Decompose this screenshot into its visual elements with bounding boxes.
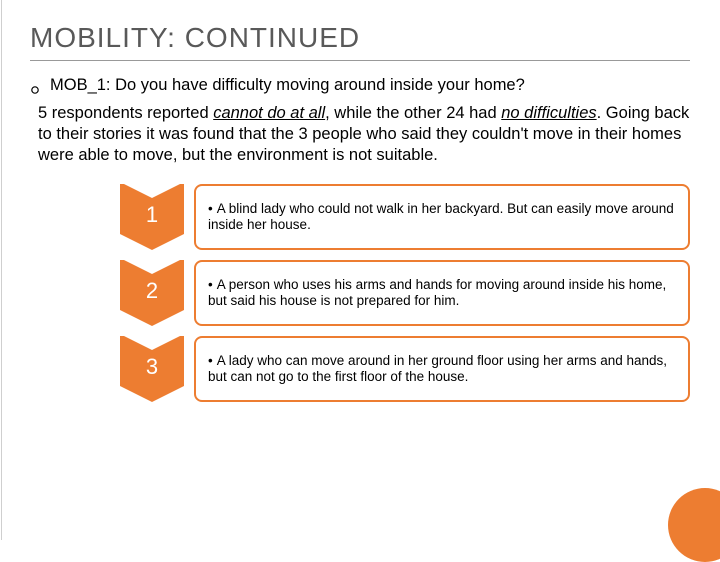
desc-pre: 5 respondents reported xyxy=(38,104,213,122)
item-text: •A blind lady who could not walk in her … xyxy=(208,201,676,235)
chevron-number: 2 xyxy=(120,278,184,304)
item-box: •A person who uses his arms and hands fo… xyxy=(194,260,690,326)
hollow-bullet-icon xyxy=(30,80,40,101)
list-item: 3 •A lady who can move around in her gro… xyxy=(120,336,690,402)
desc-mid: , while the other 24 had xyxy=(325,104,501,122)
body-text: MOB_1: Do you have difficulty moving aro… xyxy=(30,75,690,166)
chevron-number: 1 xyxy=(120,202,184,228)
item-box: •A blind lady who could not walk in her … xyxy=(194,184,690,250)
desc-em2: no difficulties xyxy=(501,104,596,122)
chevron-badge: 1 xyxy=(120,184,184,250)
item-text: •A lady who can move around in her groun… xyxy=(208,353,676,387)
desc-em1: cannot do at all xyxy=(213,104,325,122)
chevron-list: 1 •A blind lady who could not walk in he… xyxy=(30,184,690,402)
bullet-question-text: MOB_1: Do you have difficulty moving aro… xyxy=(50,75,525,96)
item-text: •A person who uses his arms and hands fo… xyxy=(208,277,676,311)
list-item: 1 •A blind lady who could not walk in he… xyxy=(120,184,690,250)
description-paragraph: 5 respondents reported cannot do at all,… xyxy=(30,103,690,166)
corner-circle-decoration xyxy=(668,488,720,562)
list-item: 2 •A person who uses his arms and hands … xyxy=(120,260,690,326)
chevron-badge: 2 xyxy=(120,260,184,326)
item-box: •A lady who can move around in her groun… xyxy=(194,336,690,402)
chevron-badge: 3 xyxy=(120,336,184,402)
bullet-line-row: MOB_1: Do you have difficulty moving aro… xyxy=(30,75,690,101)
slide-title: MOBILITY: CONTINUED xyxy=(30,22,690,61)
chevron-number: 3 xyxy=(120,354,184,380)
slide-left-border xyxy=(1,0,2,540)
